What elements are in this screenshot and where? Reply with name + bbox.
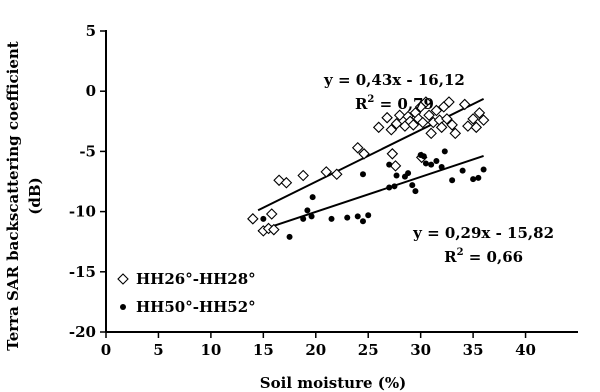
data-point-hh26 [435,121,448,134]
data-point-hh26 [247,213,259,225]
legend-marker-hh50 [120,304,126,310]
data-point-hh26 [390,117,403,130]
data-point-hh50 [308,213,315,220]
data-point-hh50 [409,182,416,189]
x-tick-label: 20 [305,341,326,359]
legend-marker-hh26 [117,273,129,285]
data-point-hh50 [422,160,429,167]
data-point-hh26 [280,176,293,189]
data-point-hh50 [365,212,372,219]
data-point-hh50 [309,194,316,201]
data-point-hh26 [467,113,479,125]
x-axis-label: Soil moisture (%) [260,374,406,392]
legend-label-hh26: HH26°-HH28° [136,270,256,288]
r-squared-label: R2 = 0,66 [444,247,523,266]
data-point-hh50 [441,148,448,155]
data-point-hh26 [462,120,474,132]
data-point-hh26 [430,104,443,117]
data-point-hh26 [393,109,406,122]
y-tick-label: 0 [86,82,96,100]
x-tick-label: 15 [253,341,274,359]
data-point-hh50 [480,166,487,173]
data-point-hh26 [358,148,370,160]
x-tick-label: 0 [101,341,111,359]
data-point-hh50 [405,170,412,177]
data-point-hh26 [423,109,435,122]
annotations: y = 0,43x - 16,12 R2 = 0,79 y = 0,29x - 15… [323,71,554,266]
data-points [247,96,490,240]
x-tick-label: 35 [463,341,484,359]
data-point-hh26 [446,119,458,131]
data-point-hh26 [297,169,309,182]
trendline [257,155,484,232]
y-axis-label-unit: (dB) [26,177,44,214]
r-squared-label: R2 = 0,79 [355,94,434,113]
trendline-equation: y = 0,29x - 15,82 [412,224,554,242]
data-point-hh50 [354,213,361,220]
y-tick-label: -5 [79,142,96,160]
data-point-hh26 [330,168,343,181]
data-point-hh50 [459,167,466,174]
data-point-hh50 [328,215,335,222]
tick-labels: 0 5 10 15 20 25 30 35 40 5 0 -5 -10 -15 -20 [69,22,536,359]
data-point-hh26 [425,127,437,140]
data-point-hh50 [359,218,366,225]
data-point-hh50 [391,183,398,190]
data-point-hh26 [420,96,432,108]
data-point-hh26 [407,119,420,131]
data-point-hh26 [458,98,471,111]
data-point-hh50 [393,172,400,179]
y-tick-label: -20 [69,323,96,341]
x-tick-label: 25 [358,341,379,359]
data-point-hh26 [273,174,285,187]
data-point-hh50 [286,233,293,240]
data-point-hh50 [386,184,393,191]
data-point-hh50 [475,174,482,181]
data-point-hh26 [441,113,453,125]
data-point-hh50 [433,158,440,165]
data-point-hh26 [372,121,385,134]
x-tick-label: 30 [410,341,431,359]
data-point-hh26 [351,142,364,154]
data-point-hh50 [412,188,419,195]
data-point-hh26 [449,127,462,140]
y-axis-label: Terra SAR backscattering coefficient [4,41,22,351]
data-point-hh26 [470,121,483,134]
data-point-hh50 [300,215,307,222]
data-point-hh50 [470,176,477,183]
data-point-hh26 [265,208,278,220]
data-point-hh26 [389,160,402,172]
legend-label-hh50: HH50°-HH52° [136,298,256,316]
x-tick-label: 40 [515,341,536,359]
axes [100,30,578,338]
data-point-hh50 [428,161,435,168]
data-point-hh50 [386,161,393,168]
data-point-hh50 [260,215,267,222]
data-point-hh26 [473,107,486,119]
x-tick-label: 5 [153,341,163,359]
data-point-hh26 [386,148,399,160]
data-point-hh50 [359,171,366,178]
data-point-hh26 [381,111,393,124]
data-point-hh26 [320,166,333,178]
data-point-hh26 [416,116,429,129]
x-tick-label: 10 [200,341,221,359]
data-point-hh50 [420,153,427,160]
data-point-hh26 [385,123,398,136]
data-point-hh26 [268,223,280,236]
y-tick-label: -10 [69,203,96,221]
y-tick-label: 5 [86,22,96,40]
data-point-hh50 [344,214,351,221]
data-point-hh26 [477,114,490,126]
trendline-equation: y = 0,43x - 16,12 [323,71,465,89]
data-point-hh50 [449,177,456,184]
legend: HH26°-HH28° HH50°-HH52° [117,270,256,316]
data-point-hh50 [438,164,445,171]
data-point-hh26 [443,96,455,108]
y-tick-label: -15 [69,263,96,281]
data-point-hh50 [304,207,311,214]
